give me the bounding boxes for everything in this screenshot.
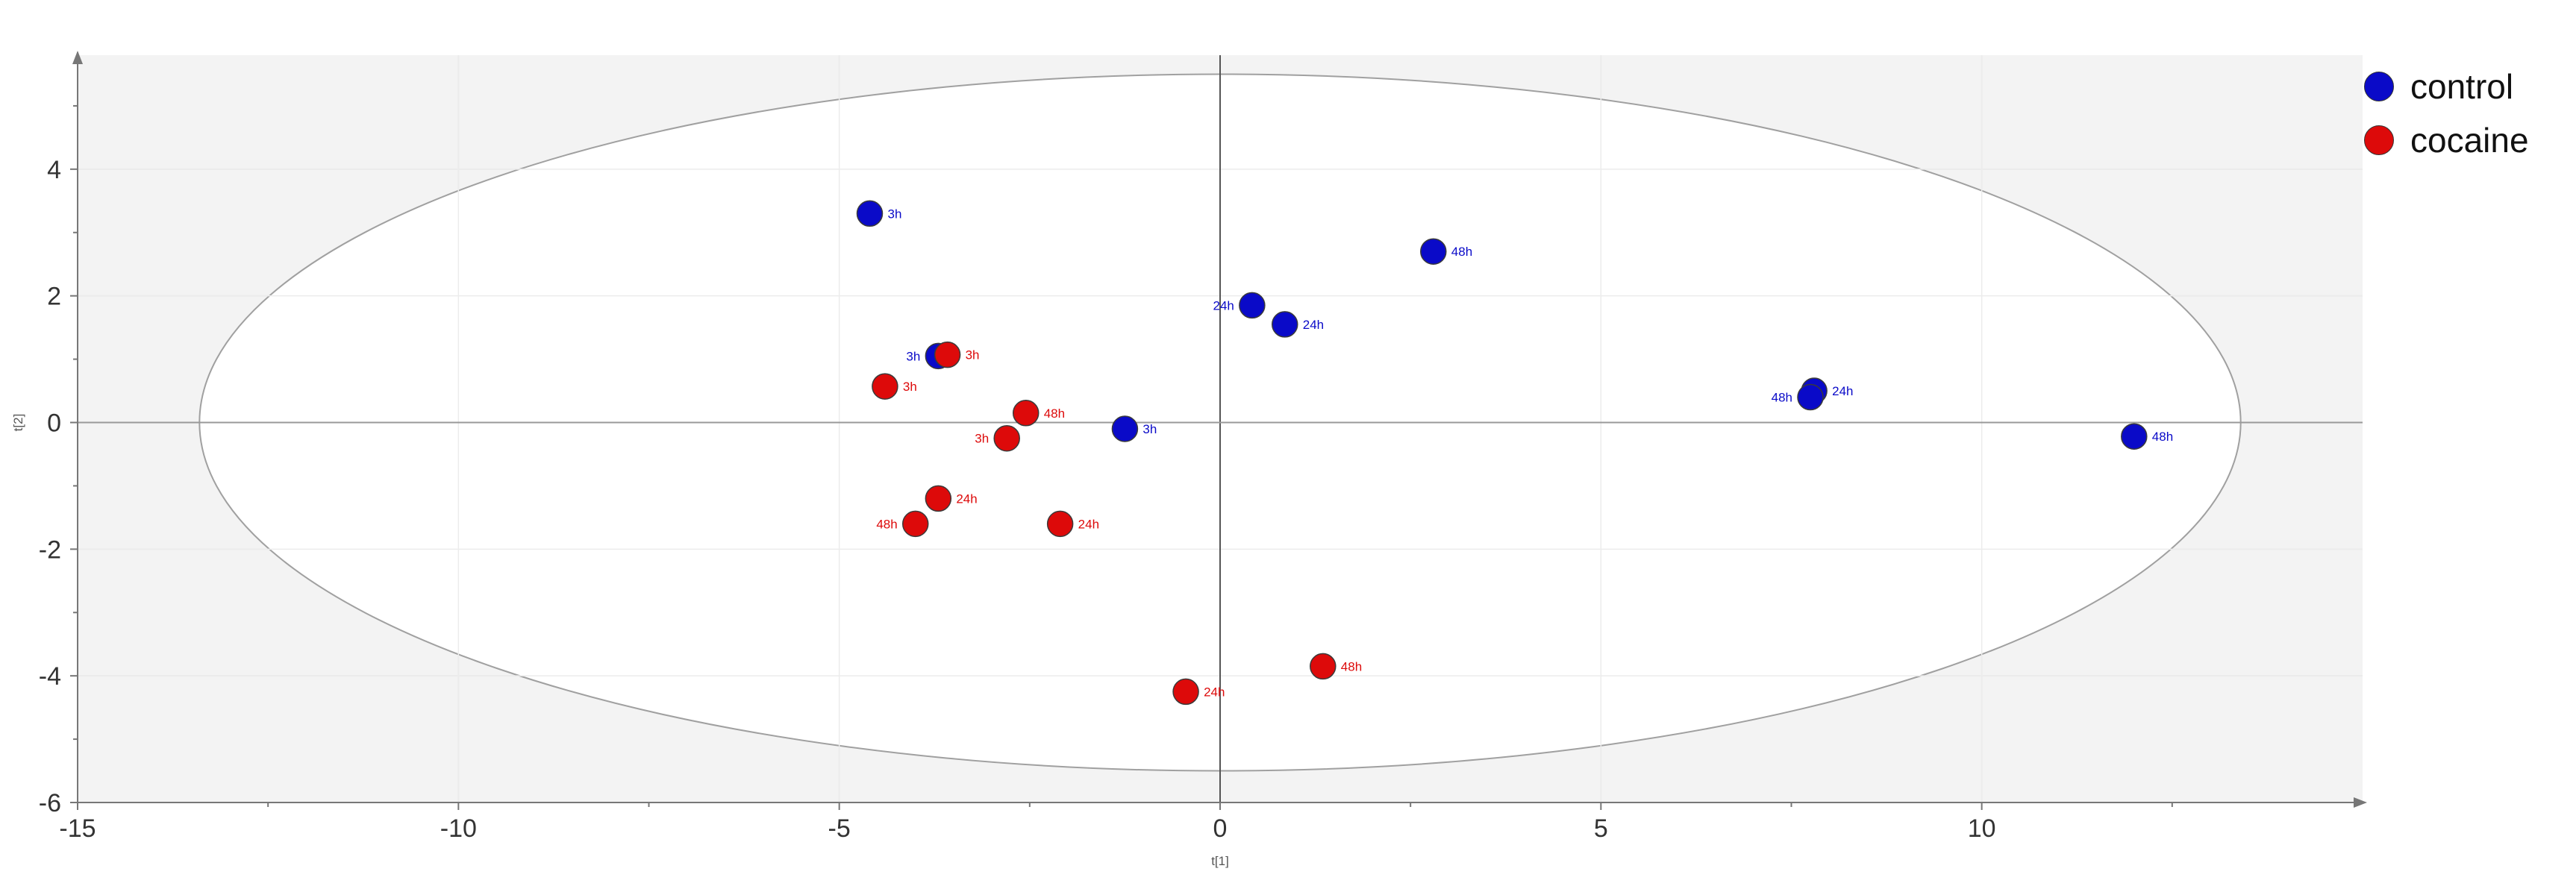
- point-cocaine: [1012, 400, 1040, 427]
- x-axis-label: t[1]: [1211, 854, 1229, 868]
- x-axis-ticks: -15 -10 -5 0 5 10: [59, 803, 2173, 843]
- legend-swatch-control: [2364, 72, 2394, 101]
- point-label-cocaine: 3h: [903, 380, 917, 394]
- point-cocaine: [872, 373, 898, 400]
- point-cocaine: [1046, 510, 1074, 538]
- legend: control cocaine: [2364, 60, 2529, 167]
- y-tick-label: 0: [47, 409, 61, 438]
- zero-lines: [78, 55, 2363, 803]
- point-label-control: 48h: [1451, 245, 1472, 259]
- point-control: [856, 200, 884, 227]
- point-label-cocaine: 24h: [956, 491, 977, 506]
- point-label-cocaine: 48h: [876, 517, 897, 531]
- point-label-cocaine: 24h: [1204, 685, 1225, 699]
- point-cocaine: [934, 341, 961, 368]
- point-label-control: 3h: [887, 207, 901, 221]
- point-label-control: 48h: [2152, 430, 2173, 444]
- legend-item-control: control: [2364, 60, 2529, 113]
- point-cocaine: [1172, 678, 1199, 706]
- x-tick-label: 5: [1594, 814, 1608, 843]
- point-control: [1420, 238, 1447, 265]
- point-label-cocaine: 24h: [1078, 517, 1099, 531]
- data-points: 3h 3h 3h 24h 24h 48h 24h 48h 48h 3h 3h 48h 3h 24h 48h 2…: [856, 200, 2173, 706]
- point-control: [1111, 415, 1139, 442]
- legend-item-cocaine: cocaine: [2364, 113, 2529, 167]
- point-control: [1272, 311, 1298, 338]
- point-cocaine: [925, 485, 952, 512]
- point-label-control: 3h: [906, 349, 920, 363]
- x-axis-arrow: [2354, 797, 2367, 808]
- y-tick-label: -4: [39, 662, 61, 691]
- y-tick-label: -2: [39, 535, 61, 564]
- x-tick-label: -15: [59, 814, 96, 843]
- y-axis-label: t[2]: [11, 414, 25, 432]
- point-label-control: 24h: [1213, 298, 1234, 312]
- y-axis-ticks: -6 -4 -2 0 2 4: [39, 104, 78, 817]
- point-control: [1239, 292, 1266, 319]
- point-label-cocaine: 48h: [1044, 406, 1065, 421]
- point-cocaine: [901, 510, 929, 538]
- x-tick-label: 10: [1968, 814, 1996, 843]
- point-control: [2121, 423, 2148, 450]
- y-tick-label: 2: [47, 283, 61, 311]
- point-label-cocaine: 3h: [966, 348, 980, 362]
- point-label-cocaine: 48h: [1341, 659, 1362, 673]
- legend-swatch-cocaine: [2364, 125, 2394, 155]
- x-tick-label: -10: [440, 814, 477, 843]
- point-cocaine: [1310, 653, 1337, 680]
- point-label-control: 3h: [1142, 422, 1157, 436]
- point-label-control: 48h: [1772, 391, 1792, 405]
- point-cocaine: [993, 424, 1020, 452]
- y-axis-arrow: [72, 51, 83, 64]
- y-tick-label: -6: [39, 789, 61, 817]
- y-tick-label: 4: [47, 156, 61, 184]
- point-label-control: 24h: [1832, 384, 1853, 398]
- point-label-control: 24h: [1303, 318, 1324, 332]
- x-tick-label: -5: [828, 814, 851, 843]
- legend-label-cocaine: cocaine: [2410, 121, 2529, 160]
- point-label-cocaine: 3h: [975, 432, 989, 446]
- point-control: [1797, 383, 1824, 411]
- legend-label-control: control: [2410, 67, 2514, 106]
- x-tick-label: 0: [1213, 814, 1228, 843]
